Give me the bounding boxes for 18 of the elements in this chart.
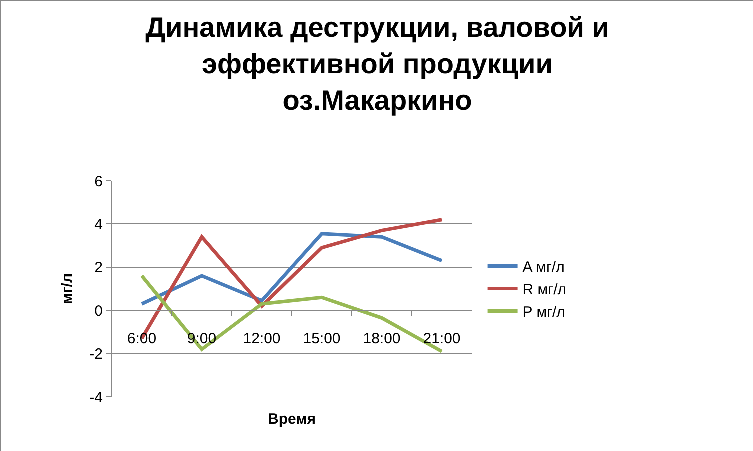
legend-label: R мг/л (522, 282, 567, 299)
line-series (140, 232, 444, 306)
y-axis-title: мг/л (59, 273, 76, 305)
x-tick-label: 6:00 (127, 330, 157, 348)
chart-title: Динамика деструкции, валовой и эффективной продукции оз.Макаркино (146, 12, 610, 116)
x-tick-label: 12:00 (243, 330, 281, 348)
y-tick-label: 2 (94, 260, 103, 277)
y-tick-label: -4 (90, 389, 103, 406)
x-tick-label: 18:00 (363, 330, 401, 348)
y-tick-label: 0 (94, 302, 103, 320)
y-tick-label: -2 (90, 346, 103, 364)
legend-label: A мг/л (522, 259, 565, 276)
y-tick-label: 6 (94, 173, 103, 190)
y-tick-label: 4 (94, 216, 103, 234)
x-axis-title: Время (268, 411, 316, 428)
x-tick-label: 15:00 (303, 330, 341, 348)
x-tick-label: 21:00 (423, 330, 461, 348)
legend-label: P мг/л (522, 304, 566, 322)
